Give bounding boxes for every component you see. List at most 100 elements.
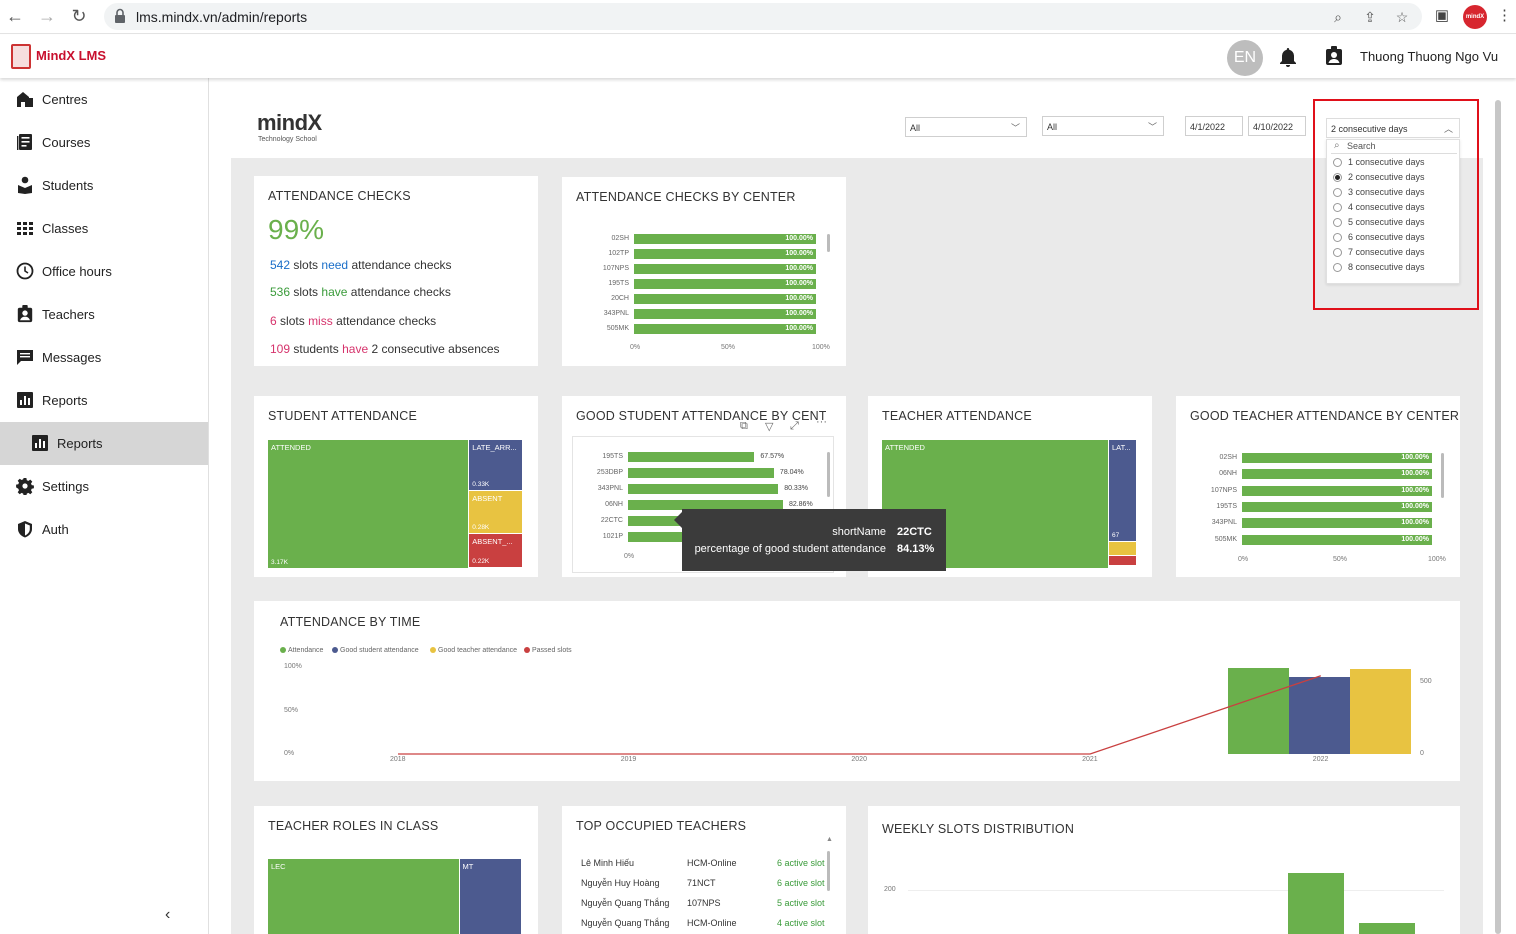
bar [634,279,816,289]
y-tick-label: 100% [284,663,302,670]
account-icon[interactable] [1325,46,1343,66]
bar [628,500,783,510]
sidebar-item-office-hours[interactable]: Office hours [0,250,208,293]
sidebar-item-courses[interactable]: Courses [0,121,208,164]
message-icon [17,350,33,365]
gridline [908,890,1444,891]
sidebar-item-classes[interactable]: Classes [0,207,208,250]
bar-value-label: 100.00% [785,295,813,302]
bookmark-star-icon[interactable]: ☆ [1395,9,1409,25]
search-placeholder: Search [1347,141,1376,151]
bar-value-label: 100.00% [785,265,813,272]
share-icon[interactable]: ⇪ [1364,9,1376,25]
chart-scrollbar[interactable] [827,452,830,497]
reload-icon[interactable]: ↻ [71,6,87,26]
filter-icon[interactable]: ▽ [765,421,774,433]
treemap-segment [1109,542,1136,555]
url-text: lms.mindx.vn/admin/reports [136,9,308,25]
scroll-up-icon[interactable]: ▲ [826,836,833,843]
bar-value-label: 80.33% [784,485,808,492]
browser-menu-icon[interactable]: ⋮ [1497,7,1512,24]
treemap-segment: ATTENDED 3.17K [268,440,469,568]
dropdown-search[interactable]: ⌕ Search [1331,140,1457,154]
sidebar-subitem-reports[interactable]: Reports [0,422,208,465]
course-filter[interactable]: All ﹀ [1042,116,1164,136]
chart-scrollbar[interactable] [827,234,830,252]
user-name[interactable]: Thuong Thuong Ngo Vu [1360,49,1499,64]
sidebar-item-centres[interactable]: Centres [0,78,208,121]
book-list-icon [17,134,32,150]
bar-category-label: 1021P [602,533,623,540]
bar [634,324,816,334]
card-title: WEEKLY SLOTS DISTRIBUTION [882,822,1075,836]
forward-arrow-icon[interactable]: → [38,6,56,26]
focus-mode-icon[interactable]: ⤢ [790,420,799,432]
card-title: ATTENDANCE CHECKS [268,189,411,203]
sidebar-item-teachers[interactable]: Teachers [0,293,208,336]
more-options-icon[interactable]: ··· [816,416,827,428]
x-tick-label: 2022 [1312,756,1329,763]
legend-item: Passed slots [524,647,572,654]
table-scrollbar[interactable] [827,851,830,891]
bar [1242,485,1432,496]
teacher-slots: 4 active slot [777,918,825,928]
attendance-percent: 99% [268,214,325,245]
good-teacher-attendance-card: GOOD TEACHER ATTENDANCE BY CENTER 02SH 10… [1176,396,1460,577]
sidebar-item-students[interactable]: Students [0,164,208,207]
radio-button [1333,248,1342,257]
sidebar-item-auth[interactable]: Auth [0,508,208,551]
dropdown-option-label: 2 consecutive days [1348,172,1425,182]
shield-icon [18,521,32,538]
date-from-input[interactable]: 4/1/2022 [1185,116,1243,136]
address-bar[interactable]: lms.mindx.vn/admin/reports ⌕ ⇪ ☆ [104,3,1422,30]
legend-label: Attendance [288,647,324,654]
bar [634,234,816,244]
card-title: TOP OCCUPIED TEACHERS [576,819,747,833]
copy-visual-icon[interactable]: ⧉ [740,420,748,432]
teacher-name: Nguyễn Quang Thắng [581,918,670,928]
tooltip-value: 22CTC [897,526,932,538]
back-arrow-icon[interactable]: ← [6,6,24,26]
course-filter-value: All [1047,122,1058,132]
dropdown-option-label: 5 consecutive days [1348,217,1425,227]
legend-item: Good student attendance [332,647,419,654]
card-title: GOOD TEACHER ATTENDANCE BY CENTER [1190,409,1460,423]
sidebar-item-label: Students [42,178,94,193]
bar-value-label: 100.00% [785,250,813,257]
sidebar-item-settings[interactable]: Settings [0,465,208,508]
center-filter[interactable]: All ﹀ [905,117,1027,137]
sidebar-item-label: Reports [42,393,88,408]
legend-label: Good student attendance [340,647,419,654]
treemap-segment-label: ABSENT_... [472,537,513,547]
legend-dot [524,647,530,653]
bell-icon[interactable] [1279,47,1297,67]
bar-chart-icon [17,392,33,408]
radio-button [1333,188,1342,197]
language-button[interactable]: EN [1227,40,1263,76]
dropdown-option-label: 1 consecutive days [1348,157,1425,167]
chart-scrollbar[interactable] [1441,453,1444,498]
app-name[interactable]: MindX LMS [36,48,107,63]
date-to-input[interactable]: 4/10/2022 [1248,116,1306,136]
collapse-sidebar-chevron-icon[interactable]: ‹ [165,906,171,923]
badge-icon [17,305,33,323]
dropdown-option-label: 8 consecutive days [1348,262,1425,272]
sidebar-item-label: Reports [57,436,103,451]
report-scrollbar[interactable] [1495,100,1501,934]
zoom-icon[interactable]: ⌕ [1334,9,1342,25]
side-panel-icon[interactable]: ▣ [1434,7,1450,24]
x-tick-label: 2019 [620,756,637,763]
dropdown-option-label: 6 consecutive days [1348,232,1425,242]
bar-value-label: 100.00% [785,310,813,317]
treemap-value-label: 0.22K [472,557,490,565]
treemap-segment: LATE_ARR... 0.33K [469,440,522,490]
sidebar-item-reports[interactable]: Reports [0,379,208,422]
x-tick-label: 50% [1333,555,1348,563]
sidebar-item-label: Teachers [42,307,95,322]
bar-category-label: 20CH [611,295,629,302]
extension-icon[interactable]: mindX [1463,5,1487,29]
consecutive-days-filter[interactable]: 2 consecutive days ︿ [1326,118,1460,138]
bar [628,452,755,462]
sidebar-item-messages[interactable]: Messages [0,336,208,379]
bar [634,264,816,274]
